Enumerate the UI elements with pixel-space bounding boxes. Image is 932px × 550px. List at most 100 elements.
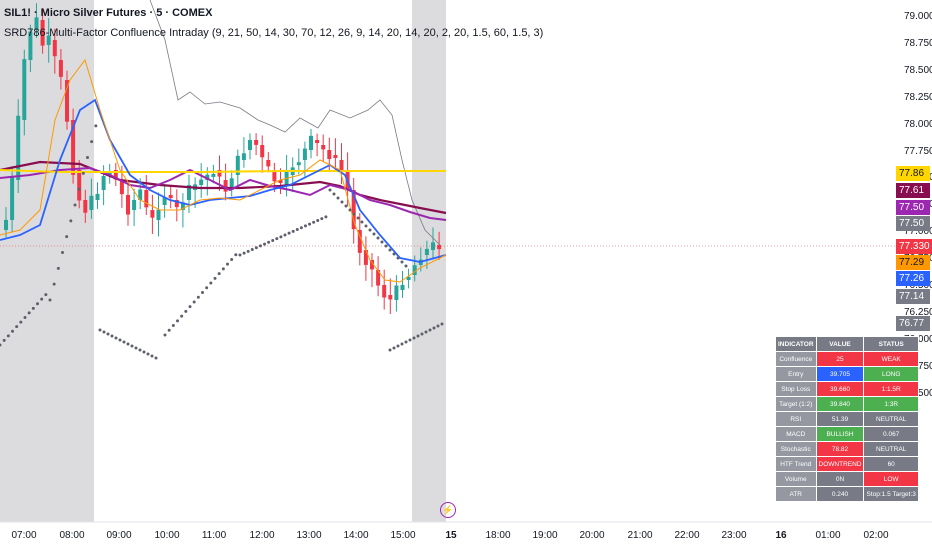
candle-body [431,242,435,250]
candle-body [394,285,399,300]
price-tick: 77.000 [904,226,932,238]
price-tag: 77.330 [896,239,932,254]
candle-body [211,173,216,177]
time-tick: 11:00 [201,530,227,541]
time-tick: 10:00 [154,530,180,541]
candle-body [400,284,405,290]
price-tick: 79.000 [904,11,932,22]
psar-dot [234,253,238,257]
row-status: 1:1.5R [864,382,918,396]
psar-dot [217,272,221,276]
psar-dot [396,256,400,260]
row-indicator-name: Entry [776,367,816,381]
time-tick: 07:00 [11,530,37,541]
price-tag: 77.50 [896,216,930,231]
psar-dot [408,338,412,342]
candle-body [272,170,277,182]
candle-body [10,177,15,220]
candle-body [437,245,442,250]
price-tag: 77.86 [896,166,930,181]
psar-dot [400,260,404,264]
row-value: 51.39 [816,412,864,426]
table-header-value: VALUE [816,337,864,351]
price-tick: 76.250 [904,306,932,318]
psar-dot [154,356,158,360]
psar-dot [275,237,279,241]
psar-dot [94,124,98,128]
psar-dot [142,350,146,354]
row-indicator-name: Volume [776,472,816,486]
psar-dot [404,264,408,268]
candle-body [254,140,259,145]
candle-body [333,155,338,158]
candle-body [248,139,252,150]
time-tick: 09:00 [106,530,132,541]
psar-dot [440,322,444,326]
psar-dot [226,262,229,266]
psar-dot [291,229,295,233]
orange-ema-line [0,58,447,283]
candle-body [71,120,76,175]
candle-body [229,178,234,190]
psar-dot [73,203,77,207]
candle-body [168,195,173,198]
price-tick: 78.250 [904,91,932,103]
psar-dot [392,346,396,350]
candle-body [150,210,155,218]
psar-dot [364,224,368,228]
psar-dot [56,266,60,270]
psar-dot [316,218,320,222]
row-status: NEUTRAL [864,442,918,456]
psar-dot [11,329,14,333]
candle-body [180,202,185,210]
psar-dot [86,156,89,159]
lightning-icon[interactable]: ⚡ [440,502,456,518]
psar-dot [102,330,106,334]
psar-dot [344,204,348,208]
row-status: 0.067 [864,427,918,441]
price-tag: 77.29 [896,255,930,270]
candle-body [83,200,88,213]
psar-dot [146,352,150,356]
psar-dot [15,325,19,329]
table-row: Confluence 25 WEAK [776,352,918,366]
candle-body [77,170,82,201]
candle-body [126,195,130,215]
time-tick: 08:00 [59,530,85,541]
row-value: 0N [816,472,864,486]
candle-body [34,17,39,30]
psar-dot [31,306,35,310]
candle-body [101,176,106,190]
psar-dot [356,216,360,220]
table-row: Stochastic 78.82 NEUTRAL [776,442,918,456]
psar-dot [69,219,73,223]
indicator-title[interactable]: SRD786-Multi-Factor Confluence Intraday … [4,27,544,39]
candle-body [241,153,246,160]
psar-dot [384,244,388,248]
psar-dot [65,235,69,239]
time-tick: 16 [775,530,787,541]
time-tick: 14:00 [343,530,369,541]
time-tick: 15 [445,530,457,541]
psar-dot [106,332,110,336]
symbol-title[interactable]: SIL1! · Micro Silver Futures · 5 · COMEX [4,7,213,19]
candle-body [388,295,393,300]
psar-dot [110,334,114,338]
table-row: ATR 0.240 Stop:1.5 Target:3 [776,487,918,501]
psar-dot [312,220,316,224]
psar-dot [432,326,436,330]
row-value: 78.82 [816,442,864,456]
psar-dot [392,252,396,256]
candle-body [144,190,149,208]
psar-dot [118,338,122,342]
candle-body [40,20,45,46]
candle-body [187,185,191,200]
psar-dot [250,248,254,252]
psar-dot [213,276,217,280]
psar-dot [254,246,258,250]
candle-body [266,160,271,167]
candle-body [205,174,210,180]
psar-dot [396,344,400,348]
psar-dot [0,343,2,347]
